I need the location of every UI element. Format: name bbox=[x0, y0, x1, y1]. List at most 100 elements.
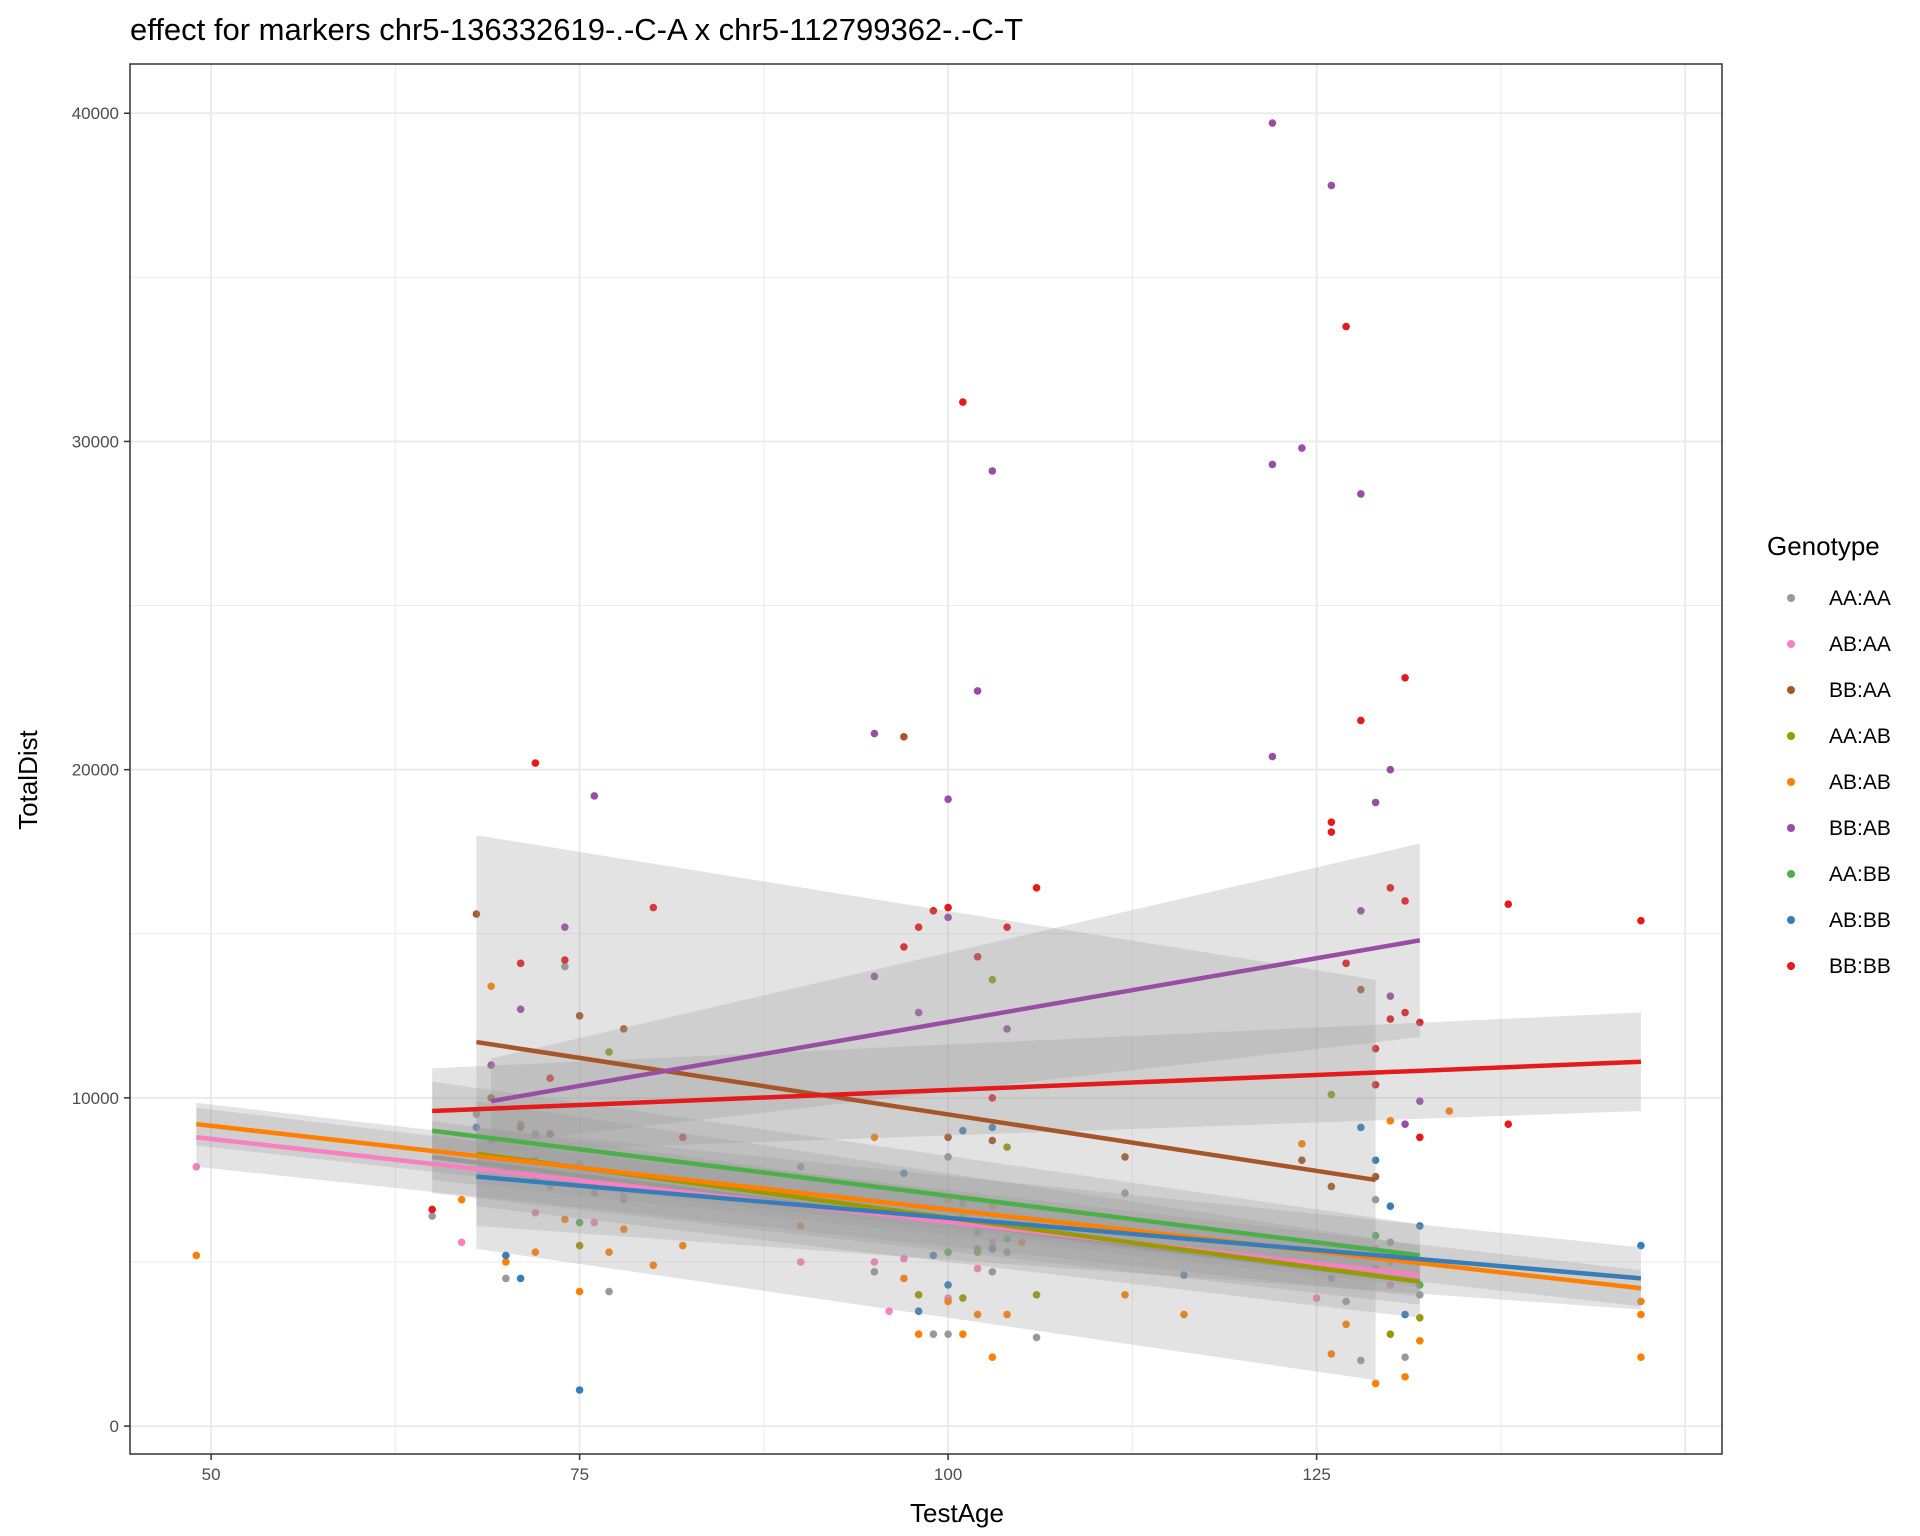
data-point bbox=[885, 1307, 893, 1316]
points-BB:AB bbox=[487, 119, 1424, 1128]
trend-line-BB:BB bbox=[432, 1059, 1642, 1114]
chart-title: effect for markers chr5-136332619-.-C-A … bbox=[130, 12, 1023, 47]
legend-item-BB:AB: BB:AB bbox=[1787, 817, 1891, 840]
data-point bbox=[1371, 1080, 1380, 1089]
data-point bbox=[1357, 490, 1365, 498]
data-point bbox=[870, 1133, 879, 1142]
data-point bbox=[1371, 798, 1380, 807]
data-point bbox=[914, 1307, 923, 1316]
data-point bbox=[929, 1251, 938, 1260]
legend-label: BB:AB bbox=[1829, 817, 1891, 840]
data-point bbox=[1327, 1182, 1336, 1191]
data-point bbox=[1386, 765, 1395, 774]
data-point bbox=[1637, 1241, 1645, 1250]
data-point bbox=[973, 1310, 982, 1319]
data-point bbox=[1003, 1143, 1011, 1151]
data-point bbox=[472, 910, 481, 918]
data-point bbox=[1342, 959, 1350, 968]
data-point bbox=[620, 1225, 628, 1233]
points-BB:BB bbox=[428, 322, 1645, 1214]
data-point bbox=[944, 1297, 952, 1306]
data-point bbox=[1386, 1330, 1395, 1339]
data-point bbox=[649, 1261, 658, 1270]
data-point bbox=[959, 1126, 967, 1135]
y-axis: 0 10000 20000 30000 40000 bbox=[72, 104, 130, 1436]
data-point bbox=[1401, 897, 1409, 905]
legend-label: BB:BB bbox=[1829, 955, 1891, 978]
data-point bbox=[1121, 1189, 1129, 1197]
data-point bbox=[959, 398, 967, 406]
legend-key bbox=[1787, 594, 1795, 602]
data-point bbox=[944, 1248, 952, 1256]
data-point bbox=[457, 1195, 466, 1204]
y-axis-title: TotalDist bbox=[13, 729, 43, 829]
data-point bbox=[1371, 1231, 1380, 1240]
data-point bbox=[1003, 1235, 1011, 1243]
data-point bbox=[988, 1238, 997, 1247]
data-point bbox=[959, 1199, 967, 1207]
data-point bbox=[988, 1123, 997, 1132]
data-point bbox=[575, 1287, 584, 1296]
legend-item-AA:BB: AA:BB bbox=[1787, 863, 1891, 886]
data-point bbox=[1416, 1336, 1424, 1345]
data-point bbox=[914, 1330, 923, 1339]
data-point bbox=[575, 1386, 584, 1394]
data-point bbox=[678, 1241, 687, 1250]
data-point bbox=[1401, 673, 1409, 682]
x-axis-title: TestAge bbox=[910, 1498, 1004, 1528]
y-tick-label: 30000 bbox=[72, 432, 119, 451]
data-point bbox=[590, 1218, 599, 1227]
data-point bbox=[1637, 1353, 1645, 1361]
data-point bbox=[900, 943, 908, 951]
data-point bbox=[1386, 1117, 1395, 1125]
data-point bbox=[1342, 322, 1350, 331]
data-point bbox=[1003, 923, 1011, 932]
data-point bbox=[988, 1268, 997, 1276]
y-tick-label: 20000 bbox=[72, 761, 119, 780]
panel-border bbox=[129, 63, 1723, 1455]
data-point bbox=[1268, 460, 1277, 469]
data-point bbox=[502, 1258, 510, 1266]
data-point bbox=[870, 972, 879, 981]
legend-label: AB:AB bbox=[1829, 771, 1891, 794]
data-point bbox=[973, 1228, 982, 1237]
confidence-band-BB:AB bbox=[491, 843, 1420, 1144]
data-point bbox=[1357, 1123, 1365, 1132]
data-point bbox=[988, 1202, 997, 1210]
data-point bbox=[959, 1294, 967, 1302]
data-point bbox=[959, 1330, 967, 1339]
trend-line-AB:BB bbox=[476, 1174, 1642, 1281]
data-point bbox=[472, 1123, 481, 1132]
points-AB:AB bbox=[192, 982, 1645, 1388]
data-point bbox=[1357, 716, 1365, 725]
data-point bbox=[1357, 1356, 1365, 1365]
data-point bbox=[900, 733, 908, 741]
data-point bbox=[1327, 1350, 1336, 1358]
data-point bbox=[1637, 1297, 1645, 1306]
legend-label: AB:AA bbox=[1829, 633, 1891, 656]
data-point bbox=[1018, 1238, 1026, 1247]
legend-item-AB:AB: AB:AB bbox=[1787, 771, 1891, 794]
data-point bbox=[605, 1287, 613, 1296]
legend-item-AB:AA: AB:AA bbox=[1787, 633, 1891, 656]
legend-item-BB:AA: BB:AA bbox=[1787, 679, 1891, 702]
data-point bbox=[1032, 884, 1041, 892]
data-point bbox=[487, 1061, 495, 1069]
data-point bbox=[561, 962, 569, 971]
data-point bbox=[1357, 907, 1365, 915]
data-point bbox=[1416, 1097, 1424, 1105]
data-point bbox=[1327, 181, 1336, 190]
data-point bbox=[1342, 1297, 1350, 1306]
data-point bbox=[796, 1163, 805, 1171]
data-point bbox=[914, 923, 923, 932]
data-point bbox=[988, 1353, 997, 1361]
data-point bbox=[561, 923, 569, 932]
legend-key bbox=[1787, 824, 1795, 832]
x-tick-label: 75 bbox=[570, 1465, 589, 1484]
data-point bbox=[870, 729, 879, 738]
data-point bbox=[678, 1133, 687, 1142]
data-point bbox=[1371, 1195, 1380, 1204]
legend-items: AA:AA AB:AA BB:AA AA:AB AB:AB BB:AB AA:BB AB:BB… bbox=[1787, 587, 1891, 978]
y-tick-label: 10000 bbox=[72, 1089, 119, 1108]
data-point bbox=[1504, 1120, 1513, 1128]
